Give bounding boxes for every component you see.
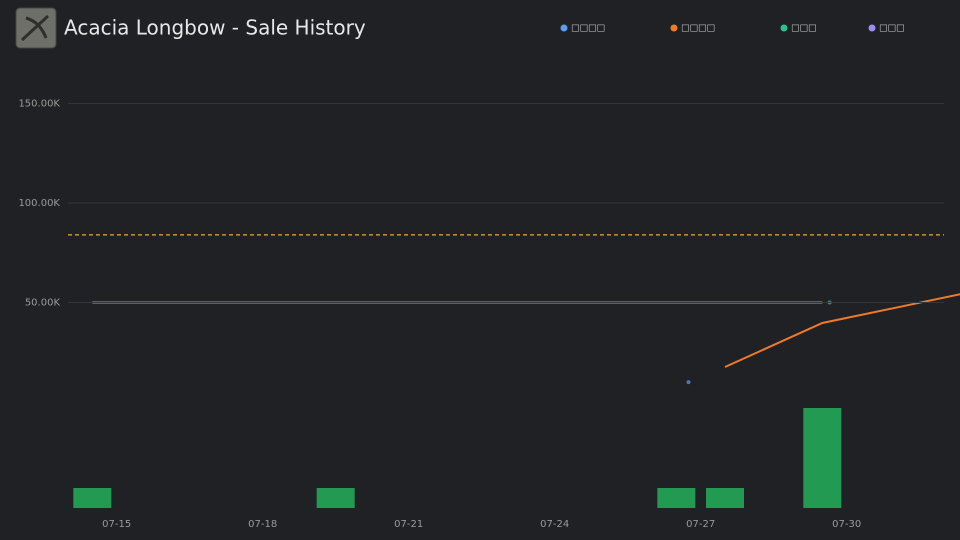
x-tick-label: 07-15 [102,519,131,530]
price-line [724,293,960,368]
legend-label: □□□ [879,24,905,34]
legend-marker [560,24,568,32]
volume-bar [706,488,744,508]
x-tick-label: 07-27 [686,519,715,530]
volume-bar [73,488,112,508]
y-tick-label: 100.00K [18,198,60,209]
x-tick-label: 07-24 [540,519,569,530]
chart-title: Acacia Longbow - Sale History [64,16,366,40]
legend-marker [868,24,876,32]
volume-bar [657,488,696,508]
price-point [686,380,691,385]
x-tick-label: 07-30 [832,519,861,530]
volume-bar [316,488,355,508]
legend-label: □□□ [791,24,817,34]
y-tick-label: 150.00K [18,99,60,110]
legend-marker [670,24,678,32]
icon-bow [20,14,50,42]
x-tick-label: 07-18 [248,519,277,530]
legend-marker [780,24,788,32]
y-tick-label: 50.00K [25,298,61,309]
volume-bar [803,408,842,508]
legend-label: □□□□ [571,24,605,34]
legend-label: □□□□ [681,24,715,34]
x-tick-label: 07-21 [394,519,423,530]
